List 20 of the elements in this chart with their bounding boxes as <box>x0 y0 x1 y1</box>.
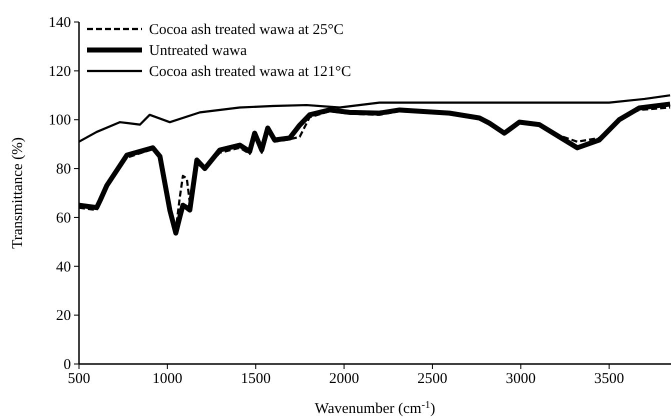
y-tick-label: 140 <box>48 15 71 31</box>
y-tick-label: 60 <box>56 210 71 226</box>
x-tick-label: 2500 <box>417 371 448 387</box>
y-tick-label: 80 <box>56 162 71 178</box>
legend-label: Cocoa ash treated wawa at 121°C <box>149 64 352 80</box>
legend-label: Cocoa ash treated wawa at 25°C <box>149 22 344 38</box>
y-tick-label: 100 <box>48 112 71 129</box>
x-axis-title: Wavenumber (cm$^{-1}$) <box>314 400 436 417</box>
x-tick-label: 500 <box>68 371 90 387</box>
x-tick-label: 3500 <box>594 371 624 387</box>
x-tick-label: 3000 <box>506 371 536 387</box>
y-tick-label: 40 <box>56 259 71 276</box>
x-tick-label: 1500 <box>240 371 271 387</box>
legend-label: Untreated wawa <box>149 43 248 59</box>
y-tick-label: 120 <box>48 64 71 80</box>
x-tick-label: 1000 <box>152 371 182 387</box>
y-tick-label: 20 <box>56 308 71 324</box>
y-tick-label: 0 <box>64 357 71 373</box>
x-tick-label: 2000 <box>329 371 360 387</box>
y-axis-title: Transmittance (%) <box>10 137 26 249</box>
